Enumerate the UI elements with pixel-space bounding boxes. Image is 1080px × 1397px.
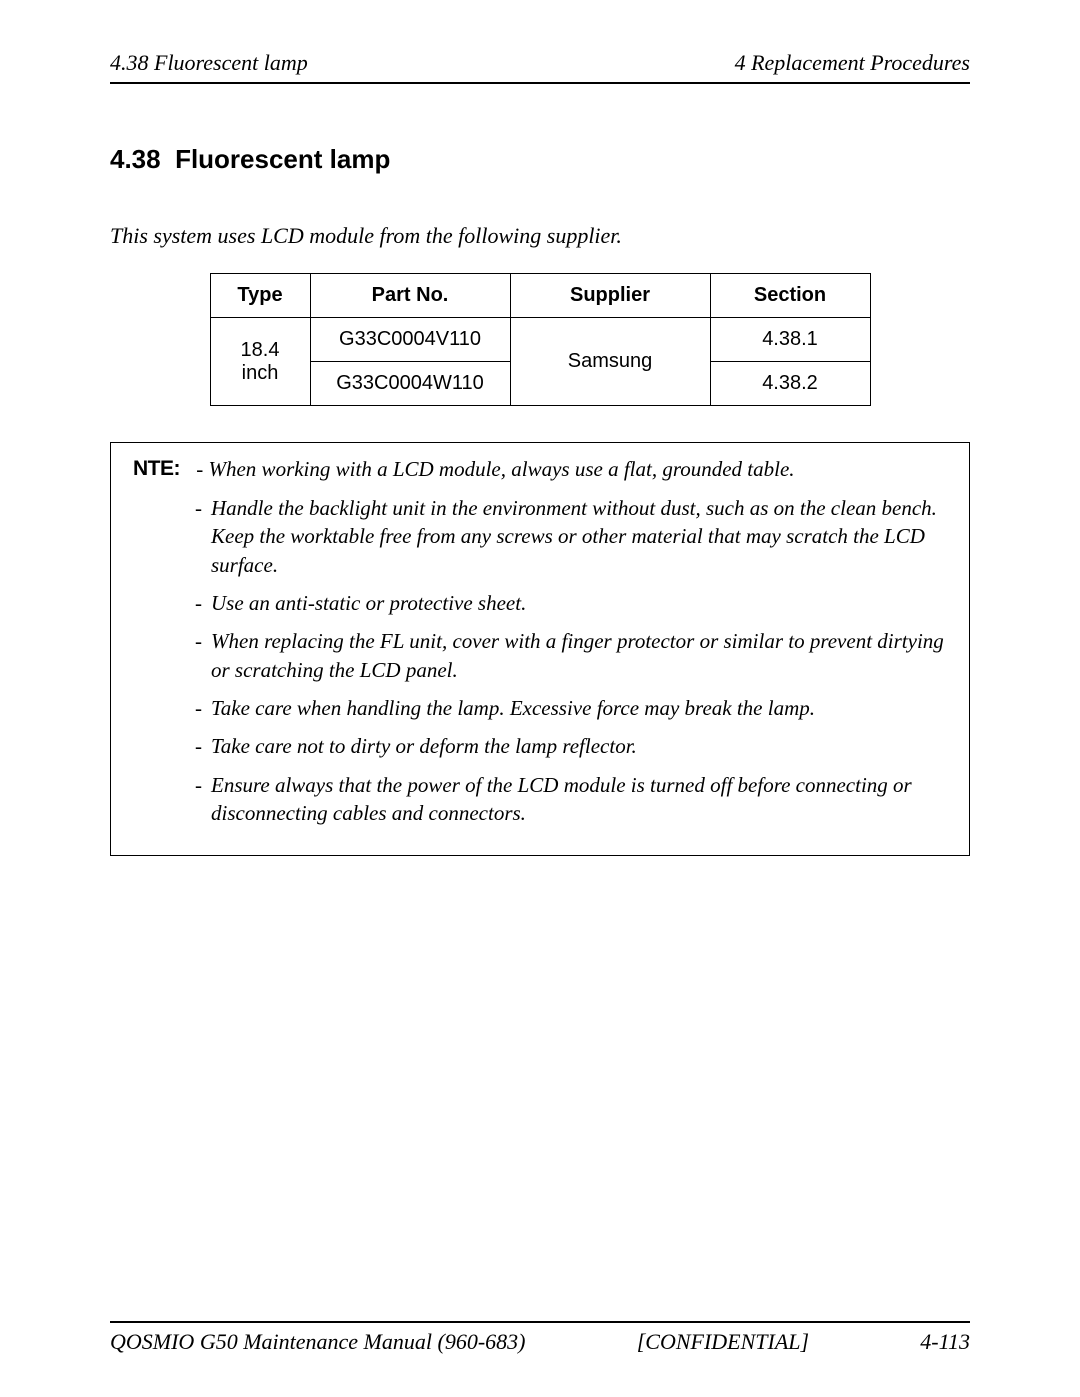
section-name: Fluorescent lamp bbox=[175, 144, 390, 174]
cell-supplier: Samsung bbox=[510, 318, 710, 406]
table-header-row: Type Part No. Supplier Section bbox=[210, 274, 870, 318]
note-item: -Take care not to dirty or deform the la… bbox=[211, 732, 947, 760]
footer-center: [CONFIDENTIAL] bbox=[637, 1329, 809, 1355]
header-left: 4.38 Fluorescent lamp bbox=[110, 50, 308, 76]
cell-type: 18.4 inch bbox=[210, 318, 310, 406]
note-item: -When replacing the FL unit, cover with … bbox=[211, 627, 947, 684]
lcd-module-table: Type Part No. Supplier Section 18.4 inch… bbox=[210, 273, 871, 406]
cell-section: 4.38.2 bbox=[710, 362, 870, 406]
note-first-line: NTE: - When working with a LCD module, a… bbox=[133, 457, 947, 482]
footer-right: 4-113 bbox=[920, 1329, 970, 1355]
col-section: Section bbox=[710, 274, 870, 318]
cell-part: G33C0004W110 bbox=[310, 362, 510, 406]
intro-text: This system uses LCD module from the fol… bbox=[110, 223, 970, 249]
header-right: 4 Replacement Procedures bbox=[735, 50, 970, 76]
note-list: -Handle the backlight unit in the enviro… bbox=[133, 494, 947, 827]
col-supplier: Supplier bbox=[510, 274, 710, 318]
table-row: 18.4 inch G33C0004V110 Samsung 4.38.1 bbox=[210, 318, 870, 362]
note-box: NTE: - When working with a LCD module, a… bbox=[110, 442, 970, 856]
note-item: -Take care when handling the lamp. Exces… bbox=[211, 694, 947, 722]
cell-part: G33C0004V110 bbox=[310, 318, 510, 362]
note-item: -Handle the backlight unit in the enviro… bbox=[211, 494, 947, 579]
note-item: -Ensure always that the power of the LCD… bbox=[211, 771, 947, 828]
running-header: 4.38 Fluorescent lamp 4 Replacement Proc… bbox=[110, 50, 970, 84]
running-footer: QOSMIO G50 Maintenance Manual (960-683) … bbox=[110, 1321, 970, 1355]
col-type: Type bbox=[210, 274, 310, 318]
page: 4.38 Fluorescent lamp 4 Replacement Proc… bbox=[0, 0, 1080, 1397]
footer-left: QOSMIO G50 Maintenance Manual (960-683) bbox=[110, 1329, 525, 1355]
col-part-no: Part No. bbox=[310, 274, 510, 318]
note-first-text: - When working with a LCD module, always… bbox=[196, 457, 794, 481]
note-label: NTE: bbox=[133, 457, 191, 481]
note-item: -Use an anti-static or protective sheet. bbox=[211, 589, 947, 617]
section-title: 4.38 Fluorescent lamp bbox=[110, 144, 970, 175]
cell-section: 4.38.1 bbox=[710, 318, 870, 362]
section-number: 4.38 bbox=[110, 144, 161, 174]
